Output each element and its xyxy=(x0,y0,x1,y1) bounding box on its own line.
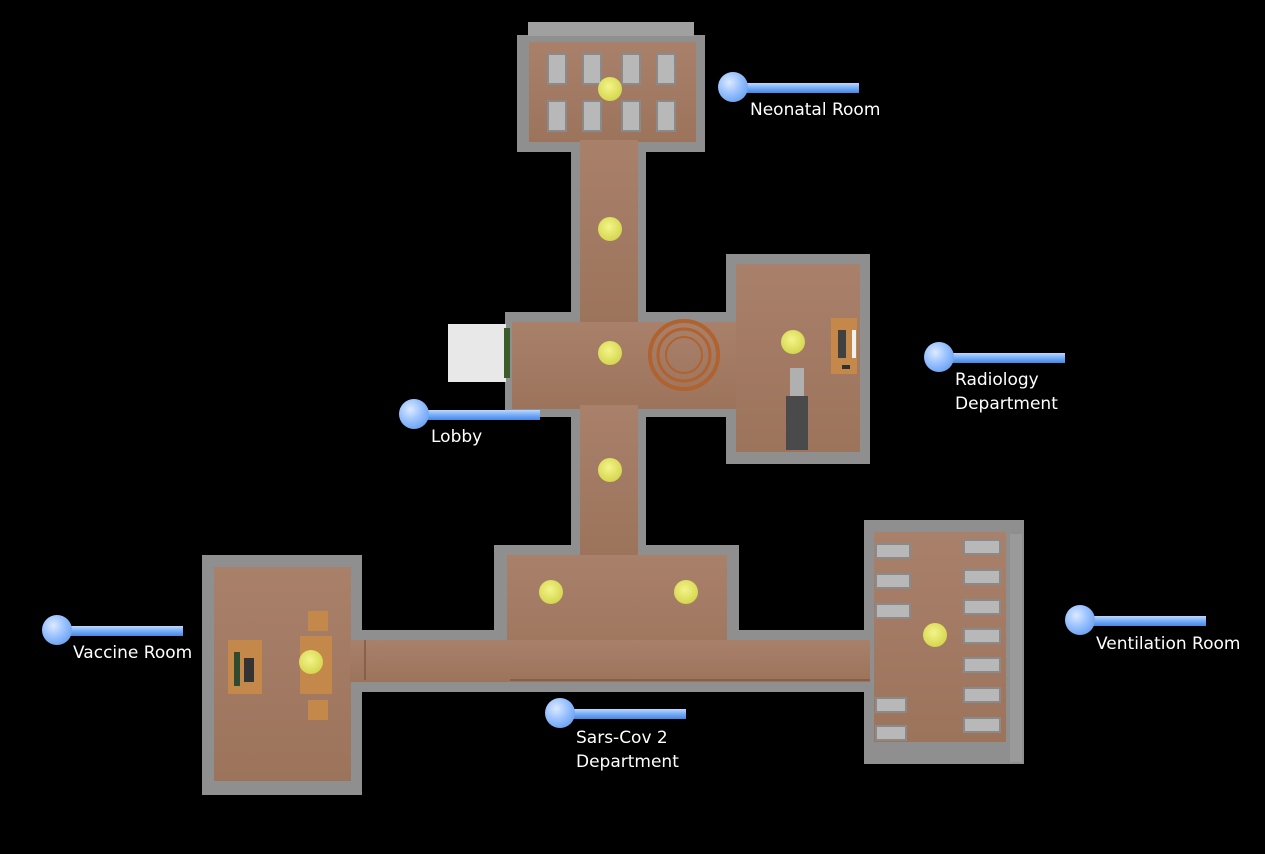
pin-radiology-icon xyxy=(924,342,954,372)
pin-neonatal-bar xyxy=(732,83,859,93)
light-neonatal xyxy=(598,77,622,101)
pin-ventilation-icon xyxy=(1065,605,1095,635)
label-radiology-line2: Department xyxy=(955,392,1058,416)
light-top-corridor xyxy=(598,217,622,241)
light-lower-hub-left xyxy=(539,580,563,604)
ventilation-right-wall-edge xyxy=(1010,534,1022,762)
pin-sars-icon xyxy=(545,698,575,728)
light-lower-hub-right xyxy=(674,580,698,604)
pin-lobby-bar xyxy=(413,410,540,420)
pin-vaccine-bar xyxy=(56,626,183,636)
label-ventilation-room: Ventilation Room xyxy=(1096,632,1240,656)
light-ventilation xyxy=(923,623,947,647)
pin-radiology-bar xyxy=(938,353,1065,363)
light-hub xyxy=(598,341,622,365)
light-middle-corridor xyxy=(598,458,622,482)
lobby-entrance-frame xyxy=(504,328,510,378)
lobby-entrance-door xyxy=(448,324,506,382)
label-vaccine-room: Vaccine Room xyxy=(73,641,192,665)
floors xyxy=(214,42,1006,781)
bottom-corridor-floor xyxy=(350,640,870,682)
light-vaccine xyxy=(299,650,323,674)
label-lobby: Lobby xyxy=(431,425,482,449)
label-sars-line1: Sars-Cov 2 xyxy=(576,726,679,750)
pin-neonatal-icon xyxy=(718,72,748,102)
label-sars-line2: Department xyxy=(576,750,679,774)
label-neonatal-room: Neonatal Room xyxy=(750,98,880,122)
pin-vaccine-icon xyxy=(42,615,72,645)
pin-ventilation-bar xyxy=(1079,616,1206,626)
label-radiology-department: Radiology Department xyxy=(955,368,1058,416)
light-radiology xyxy=(781,330,805,354)
pin-sars-bar xyxy=(559,709,686,719)
label-sars-cov2-department: Sars-Cov 2 Department xyxy=(576,726,679,774)
pin-lobby-icon xyxy=(399,399,429,429)
label-radiology-line1: Radiology xyxy=(955,368,1058,392)
